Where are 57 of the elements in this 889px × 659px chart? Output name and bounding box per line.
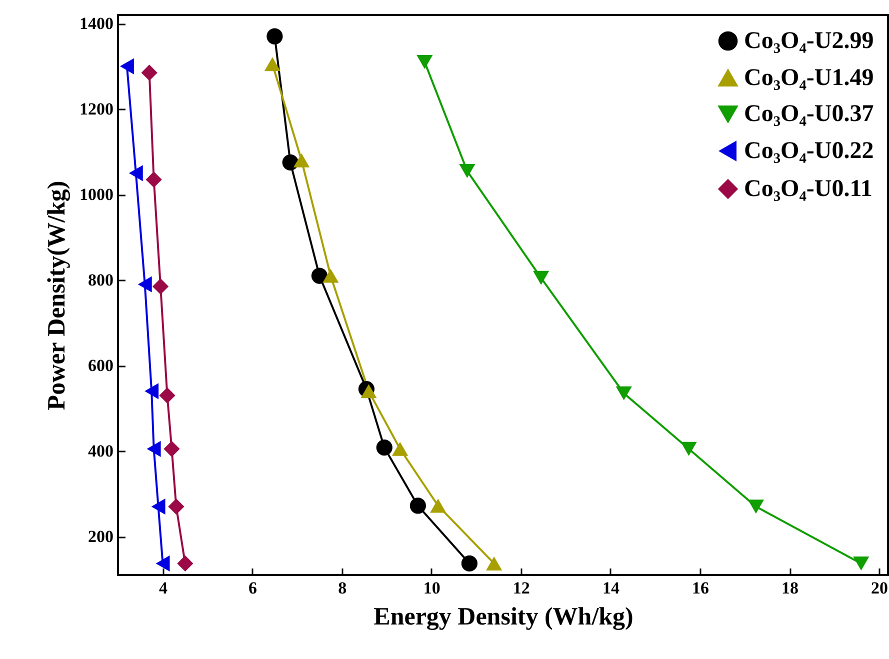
x-axis-title: Energy Density (Wh/kg) [374,604,634,630]
x-tick-label: 4 [159,578,168,598]
x-tick-label: 18 [782,578,799,598]
point [159,387,176,404]
y-tick-label: 800 [88,270,114,290]
point [120,58,134,74]
point [376,440,392,456]
y-tick-label: 1400 [80,14,114,34]
point [156,555,170,572]
point [164,440,180,457]
point [616,386,632,400]
x-tick-label: 12 [512,578,530,598]
point [532,270,550,285]
point [748,500,764,514]
legend-label: Co₃O₄-U0.11 [744,176,872,202]
legend-label: Co₃O₄-U0.22 [744,138,874,164]
point [459,164,476,178]
point [151,498,166,515]
point [168,498,184,515]
point [311,268,328,284]
point [430,498,446,513]
y-axis-title: Power Density(W/kg) [44,180,70,410]
y-tick-label: 400 [88,442,114,461]
legend-label: Co₃O₄-U0.37 [744,101,874,127]
legend-label: Co₃O₄-U1.49 [744,65,874,91]
point [144,383,159,400]
y-tick-label: 1200 [80,100,114,119]
point [680,442,697,456]
x-tick-label: 20 [871,578,888,598]
point [141,64,158,81]
point [322,268,339,283]
point [486,556,502,570]
point [410,498,426,514]
point [282,154,298,171]
x-tick-label: 6 [248,578,258,598]
point [146,440,161,457]
y-tick-label: 1000 [80,185,114,204]
x-tick-label: 10 [423,578,440,598]
x-tick-label: 16 [692,578,709,598]
point [146,172,162,188]
point [128,165,143,182]
point [853,556,870,570]
y-tick-label: 600 [88,356,114,376]
point [138,276,152,292]
point [264,57,281,72]
legend-label: Co₃O₄-U2.99 [744,28,874,54]
point [152,278,169,295]
point [266,28,283,44]
x-tick-label: 8 [338,578,347,598]
point [416,55,433,70]
point [293,153,310,168]
y-tick-label: 200 [88,527,114,546]
point [461,555,478,572]
point [392,442,408,456]
point [177,555,194,572]
x-tick-label: 14 [602,578,620,598]
point [360,384,377,398]
